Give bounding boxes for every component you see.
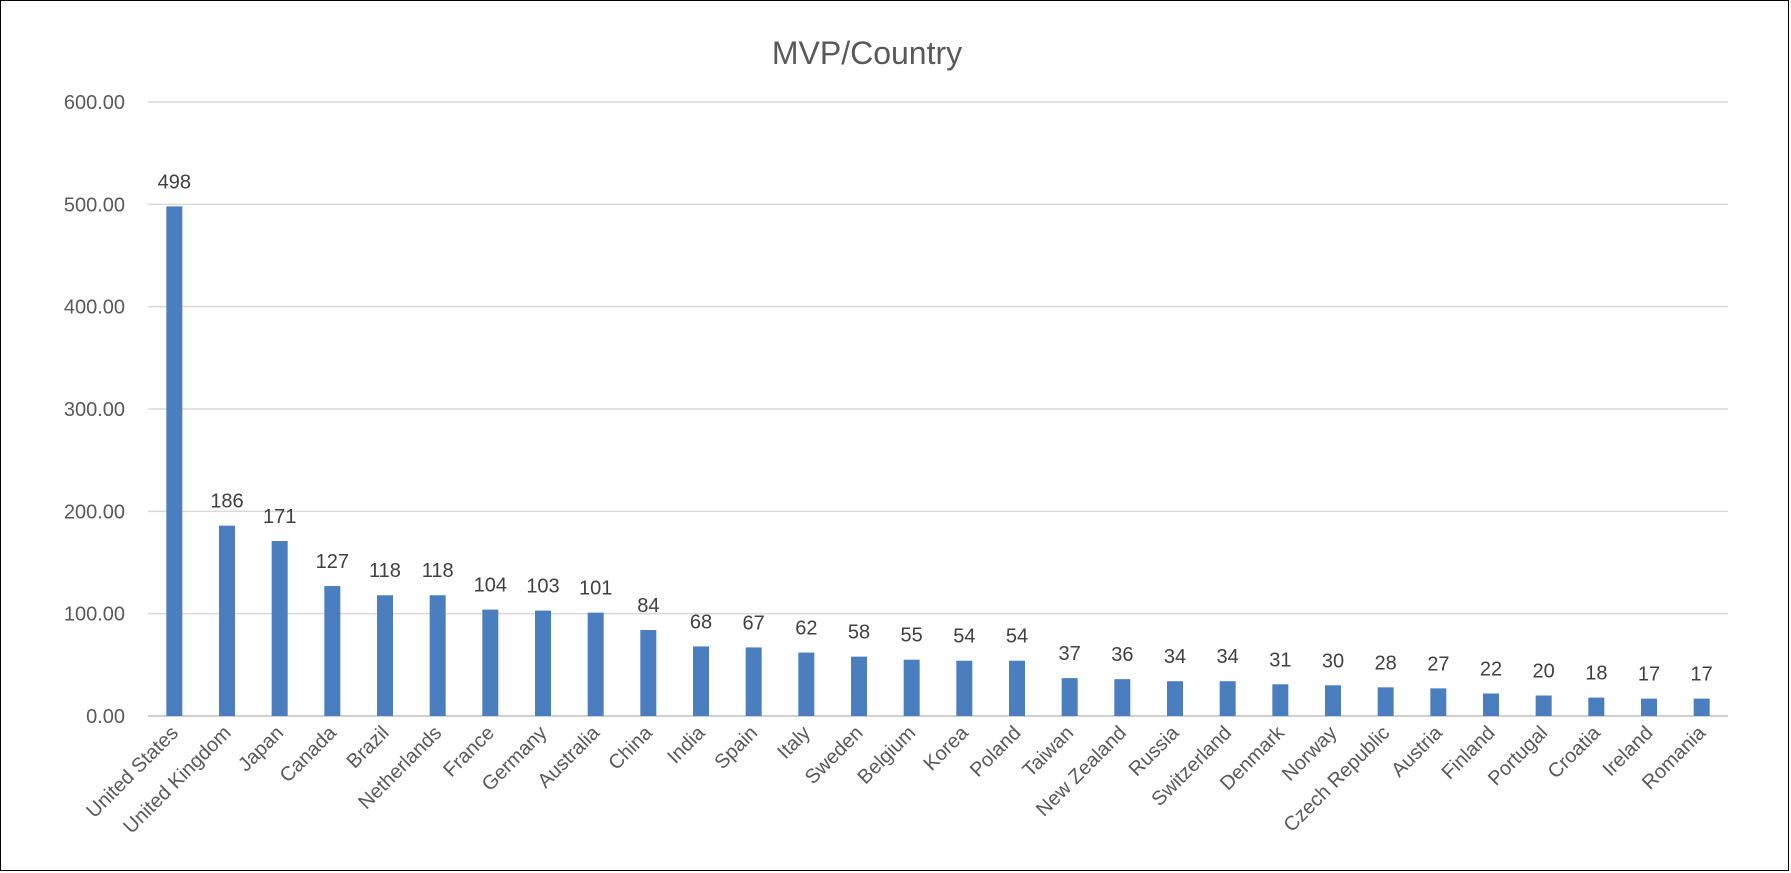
data-label: 37 [1059,643,1081,665]
data-label: 118 [422,560,454,582]
bar [903,659,920,716]
data-label: 34 [1217,646,1239,668]
bar [851,656,867,716]
x-tick-label: Canada [276,721,342,787]
x-tick-label: Poland [966,722,1026,782]
data-label: 18 [1585,663,1607,685]
bar [1061,678,1078,716]
bar [482,609,499,716]
data-labels: 498 186 171 127 118 118 104 103 101 84 68 67 62 58 55 5… [158,171,1713,685]
y-tick-label: 200.00 [64,501,125,523]
data-label: 17 [1638,664,1660,686]
data-label: 22 [1480,658,1502,680]
bar [535,610,551,716]
x-tick-label: Belgium [854,722,921,789]
x-tick-label: United States [82,722,182,822]
bar [587,612,604,716]
y-tick-label: 100.00 [64,604,125,626]
x-tick-label: Italy [773,722,814,763]
bar [1272,684,1289,716]
bar [1377,687,1394,716]
bar [693,646,709,716]
data-label: 30 [1322,650,1344,672]
data-label: 34 [1164,646,1186,668]
data-label: 31 [1269,649,1291,671]
bar [1535,695,1552,716]
bar [1009,660,1025,716]
bar [166,206,183,716]
bar [1325,685,1341,716]
bar [219,525,235,716]
y-tick-label: 0.00 [86,706,125,728]
bar [1693,698,1710,716]
y-tick-label: 400.00 [64,297,125,319]
data-label: 498 [158,171,191,193]
data-label: 186 [210,491,243,513]
bar [956,660,973,716]
bar [1483,693,1499,716]
x-tick-label: Spain [710,722,762,774]
gridlines [148,101,1728,717]
data-label: 118 [369,560,401,582]
bar [745,647,762,716]
bars [166,206,1710,716]
data-label: 84 [637,595,659,617]
data-label: 54 [953,626,975,648]
data-label: 127 [316,551,349,573]
y-tick-label: 500.00 [64,194,125,216]
bar [429,595,446,716]
data-label: 20 [1533,661,1555,683]
data-label: 101 [579,578,612,600]
data-label: 104 [474,575,507,597]
data-label: 27 [1427,653,1449,675]
x-tick-label: China [604,721,657,774]
bar [1219,681,1236,716]
x-tick-label: Austria [1387,721,1447,781]
bar [1114,679,1131,716]
y-tick-label: 300.00 [64,399,125,421]
x-tick-label: Korea [920,721,974,775]
data-label: 28 [1375,652,1397,674]
x-tick-label: Croatia [1544,721,1606,783]
bar [1430,688,1447,716]
data-label: 62 [795,618,817,640]
x-tick-label: Brazil [343,722,394,773]
data-label: 68 [690,611,712,633]
chart-title: MVP/Country [772,35,962,71]
bar [271,541,288,716]
x-tick-label: Sweden [801,722,868,789]
y-tick-label: 600.00 [64,92,125,114]
bar [377,595,393,716]
bar [640,630,657,716]
bar [1588,697,1605,716]
y-axis-ticks: 0.00 100.00 200.00 300.00 400.00 500.00 600.00 [64,92,125,728]
bar [324,586,341,716]
bar [1167,681,1183,716]
data-label: 54 [1006,626,1028,648]
x-tick-label: India [663,721,710,768]
data-label: 36 [1111,644,1133,666]
data-label: 103 [526,576,559,598]
data-label: 171 [263,506,296,528]
bar [798,652,815,716]
data-label: 55 [901,625,923,647]
data-label: 58 [848,622,870,644]
data-label: 17 [1691,664,1713,686]
bar [1641,698,1657,716]
data-label: 67 [743,612,765,634]
